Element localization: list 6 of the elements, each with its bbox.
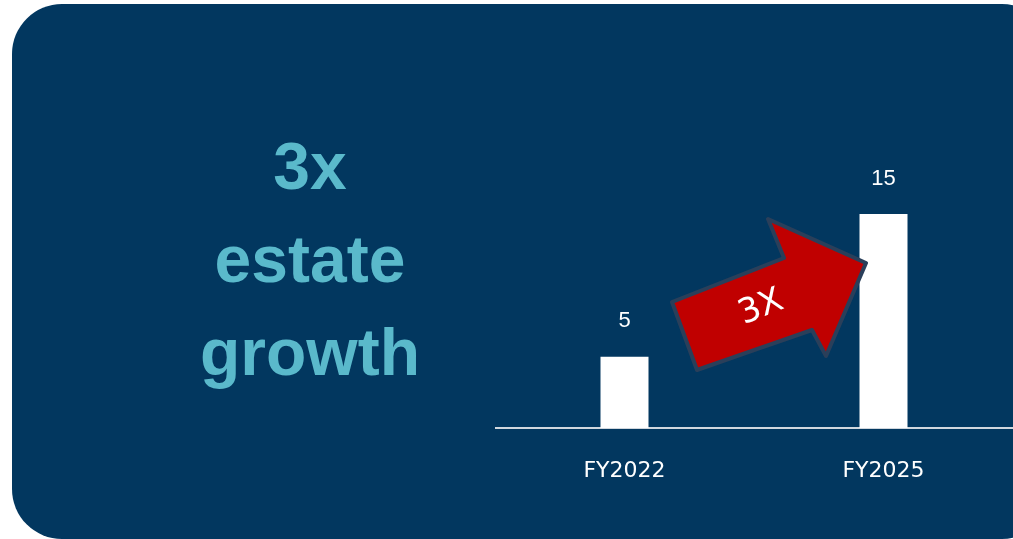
annotation: 3X bbox=[730, 277, 790, 334]
data-label: 15 bbox=[871, 164, 896, 190]
x-tick-label: FY2022 bbox=[583, 456, 666, 482]
x-tick-label: FY2025 bbox=[842, 456, 925, 482]
chart-title: 3x estate growth bbox=[199, 128, 421, 391]
data-label: 5 bbox=[618, 307, 631, 333]
